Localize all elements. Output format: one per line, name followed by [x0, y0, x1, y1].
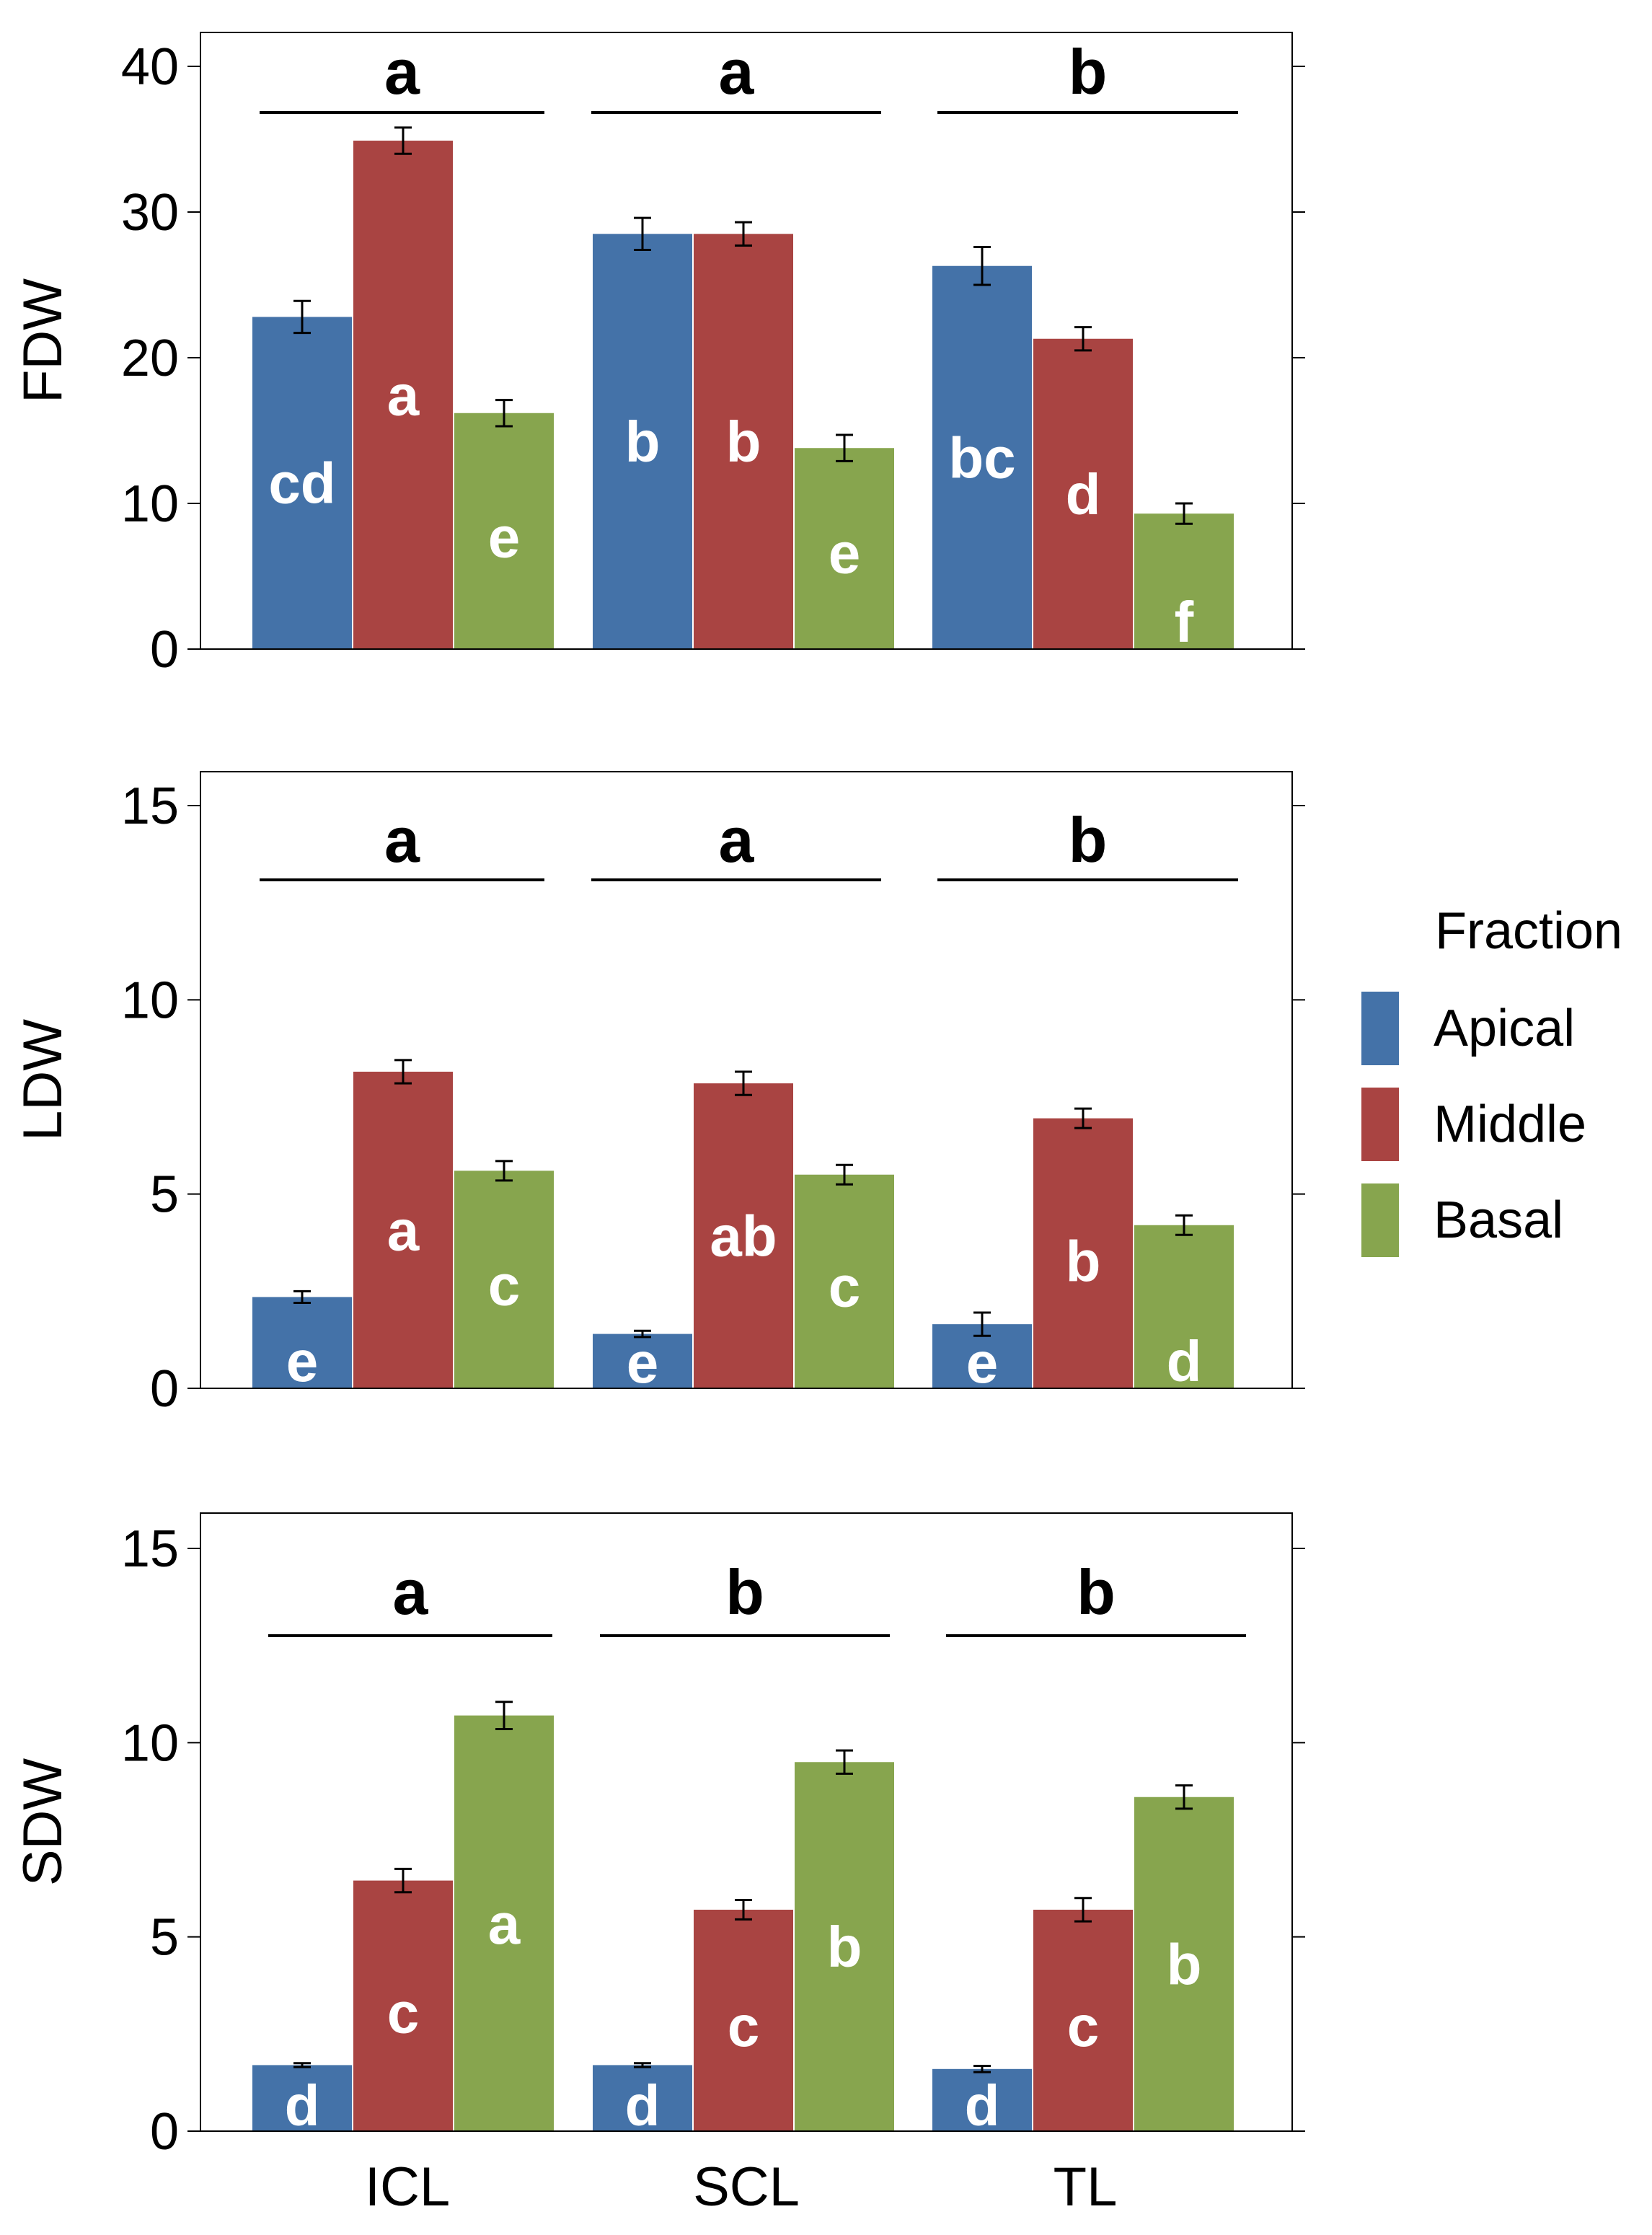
y-tick-label: 0	[150, 2103, 179, 2161]
bar-letter: c	[728, 1994, 760, 2058]
bar-apical-scl	[593, 2065, 692, 2131]
bar-middle-scl	[694, 234, 793, 649]
bar-basal-tl	[1134, 513, 1234, 649]
bar-middle-tl	[1033, 1909, 1133, 2131]
legend-label-apical: Apical	[1434, 1000, 1575, 1057]
bar-middle-icl	[353, 1071, 453, 1388]
x-axis-labels: ICL SCL TL	[365, 2156, 1117, 2218]
bar-letter: d	[625, 2073, 661, 2138]
y-axis-label: FDW	[12, 278, 74, 403]
bar-middle-tl	[1033, 1118, 1133, 1388]
x-tick-label-tl: TL	[1054, 2156, 1118, 2218]
bar-letter: b	[1066, 1230, 1101, 1294]
y-axis-label: SDW	[12, 1758, 74, 1887]
bar-middle-scl	[694, 1909, 793, 2131]
bar-letter: b	[1167, 1932, 1202, 1996]
bar-letter: f	[1175, 590, 1194, 654]
bar-letter: ab	[710, 1204, 777, 1269]
y-tick-label: 0	[150, 621, 179, 679]
y-tick-label: 10	[121, 475, 179, 533]
bar-middle-tl	[1033, 338, 1133, 649]
y-tick-label: 15	[121, 1520, 179, 1578]
x-tick-label-icl: ICL	[365, 2156, 450, 2218]
bar-letter: a	[387, 1198, 420, 1262]
bar-letter: c	[829, 1255, 861, 1319]
x-tick-label-scl: SCL	[693, 2156, 800, 2218]
legend-label-middle: Middle	[1434, 1096, 1586, 1153]
bar-letter: bc	[948, 426, 1015, 490]
bar-letter: d	[1167, 1329, 1202, 1393]
bar-basal-tl	[1134, 1797, 1234, 2131]
bar-apical-tl	[932, 2068, 1032, 2131]
y-tick-label: 15	[121, 777, 179, 835]
y-tick-label: 5	[150, 1166, 179, 1224]
bar-letter: e	[966, 1331, 999, 1395]
legend-title: Fraction	[1435, 902, 1622, 960]
y-tick-label: 40	[121, 38, 179, 96]
bar-basal-scl	[795, 1174, 894, 1388]
legend-swatch-apical	[1361, 992, 1399, 1065]
bar-middle-icl	[353, 141, 453, 649]
bar-letter: c	[1067, 1994, 1100, 2058]
bar-letter: d	[285, 2073, 320, 2138]
bar-apical-tl	[932, 265, 1032, 649]
bar-letter: d	[965, 2073, 1000, 2138]
bar-letter: e	[829, 521, 861, 586]
legend: Fraction Apical Middle Basal	[1361, 902, 1622, 1257]
group-letter: b	[1077, 1556, 1116, 1628]
y-tick-label: 10	[121, 1714, 179, 1772]
y-tick-label: 0	[150, 1360, 179, 1418]
group-letter: a	[393, 1556, 429, 1628]
bar-letter: c	[387, 1981, 420, 2045]
bar-basal-scl	[795, 1762, 894, 2131]
bar-apical-icl	[252, 2065, 352, 2131]
legend-swatch-basal	[1361, 1183, 1399, 1257]
bar-letter: b	[827, 1915, 862, 1979]
bar-basal-icl	[454, 413, 554, 649]
bar-letter: b	[625, 410, 661, 474]
bar-basal-scl	[795, 448, 894, 649]
group-letter: b	[725, 1556, 764, 1628]
y-tick-label: 5	[150, 1909, 179, 1967]
panel-sdw: 0 5 10 15 SDW a b b d c a d c b d c b	[12, 1512, 1305, 2161]
group-letter: a	[719, 36, 755, 107]
bar-apical-scl	[593, 234, 692, 649]
group-letter: b	[1069, 804, 1108, 876]
bar-apical-icl	[252, 317, 352, 649]
group-letter: a	[384, 36, 420, 107]
y-tick-label: 20	[121, 330, 179, 387]
bar-letter: e	[286, 1329, 319, 1393]
bar-letter: c	[488, 1253, 521, 1317]
bar-basal-icl	[454, 1171, 554, 1388]
bar-letter: d	[1066, 462, 1101, 526]
bar-letter: a	[387, 363, 420, 428]
bar-apical-scl	[593, 1333, 692, 1388]
bar-letter: e	[488, 506, 521, 570]
bar-letter: b	[726, 410, 761, 474]
legend-swatch-middle	[1361, 1088, 1399, 1161]
bar-apical-icl	[252, 1297, 352, 1388]
y-tick-label: 10	[121, 971, 179, 1029]
group-letter: b	[1069, 36, 1108, 107]
bar-letter: cd	[268, 451, 335, 516]
bar-letter: a	[488, 1892, 521, 1956]
bar-basal-icl	[454, 1715, 554, 2131]
group-letter: a	[384, 804, 420, 876]
bar-middle-scl	[694, 1083, 793, 1388]
bar-basal-tl	[1134, 1225, 1234, 1388]
bar-letter: e	[627, 1331, 659, 1395]
group-letter: a	[719, 804, 755, 876]
y-tick-label: 30	[121, 184, 179, 242]
legend-label-basal: Basal	[1434, 1191, 1563, 1249]
y-axis-label: LDW	[12, 1019, 74, 1141]
bar-middle-icl	[353, 1880, 453, 2131]
